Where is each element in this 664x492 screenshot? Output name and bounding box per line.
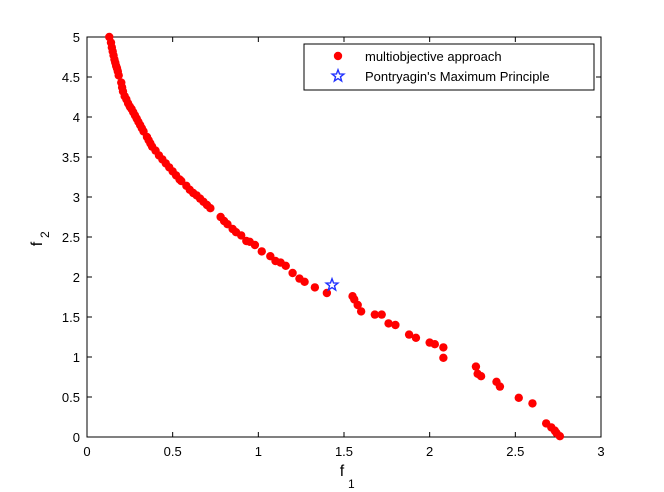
y-tick-label: 0.5 xyxy=(62,390,80,405)
data-point-multiobjective xyxy=(471,362,481,371)
y-tick-label: 4 xyxy=(73,110,80,125)
data-point-multiobjective xyxy=(514,393,523,402)
data-point-multiobjective xyxy=(356,307,366,316)
x-tick-label: 0 xyxy=(83,444,90,459)
y-tick-label: 4.5 xyxy=(62,70,80,85)
y-tick-label: 0 xyxy=(73,430,80,445)
x-tick-label: 2 xyxy=(426,444,433,459)
y-tick-label: 1.5 xyxy=(62,310,80,325)
data-point-multiobjective xyxy=(439,353,448,362)
data-point-pontryagin-star xyxy=(324,276,340,292)
legend-marker-star-icon xyxy=(330,67,346,83)
y-tick-label: 2.5 xyxy=(62,230,80,245)
data-point-multiobjective xyxy=(310,283,320,292)
data-point-multiobjective xyxy=(114,71,123,80)
legend-label: Pontryagin's Maximum Principle xyxy=(365,69,550,84)
data-point-multiobjective xyxy=(528,399,537,408)
y-axis-label: f xyxy=(29,241,46,246)
data-point-multiobjective xyxy=(377,310,386,319)
legend-marker-multiobjective xyxy=(333,51,343,61)
y-tick-label: 2 xyxy=(73,270,80,285)
y-tick-label: 5 xyxy=(73,30,80,45)
data-point-multiobjective xyxy=(237,231,246,240)
data-point-multiobjective xyxy=(411,333,421,342)
data-point-multiobjective xyxy=(439,343,448,352)
data-point-multiobjective xyxy=(257,247,266,256)
data-point-multiobjective xyxy=(555,432,565,441)
data-point-multiobjective xyxy=(206,204,215,213)
data-point-multiobjective xyxy=(476,372,486,381)
data-point-multiobjective xyxy=(430,340,440,349)
data-point-multiobjective xyxy=(322,288,332,298)
data-point-multiobjective xyxy=(353,300,362,310)
y-tick-label: 1 xyxy=(73,350,80,365)
x-axis-label-subscript: 1 xyxy=(348,477,355,491)
y-axis-label-group: f2 xyxy=(29,231,52,246)
x-tick-label: 1.5 xyxy=(335,444,353,459)
data-point-multiobjective xyxy=(384,319,393,328)
y-tick-label: 3 xyxy=(73,190,80,205)
x-tick-label: 0.5 xyxy=(164,444,182,459)
x-tick-label: 1 xyxy=(255,444,262,459)
data-point-multiobjective xyxy=(404,330,414,339)
legend-label: multiobjective approach xyxy=(365,49,502,64)
plot-area: 0 0.5 1 1.5 2 2.5 300.511.522.533.544.55f1f2mu… xyxy=(29,30,605,491)
y-axis-label-subscript: 2 xyxy=(38,231,52,238)
x-tick-label: 3 xyxy=(597,444,604,459)
data-point-multiobjective xyxy=(495,382,505,391)
y-tick-label: 3.5 xyxy=(62,150,80,165)
data-point-multiobjective xyxy=(250,240,260,250)
x-axis-label: f xyxy=(340,463,345,480)
data-point-multiobjective xyxy=(370,310,380,319)
x-tick-label: 2.5 xyxy=(506,444,524,459)
data-point-multiobjective xyxy=(300,277,309,286)
legend-box xyxy=(303,43,595,91)
data-point-multiobjective xyxy=(281,261,290,270)
data-point-multiobjective xyxy=(391,320,400,330)
data-point-multiobjective xyxy=(288,268,297,278)
